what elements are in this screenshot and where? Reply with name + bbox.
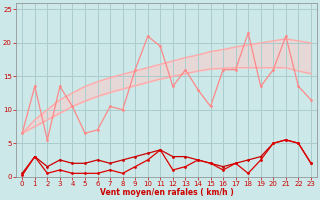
X-axis label: Vent moyen/en rafales ( km/h ): Vent moyen/en rafales ( km/h ) [100, 188, 234, 197]
